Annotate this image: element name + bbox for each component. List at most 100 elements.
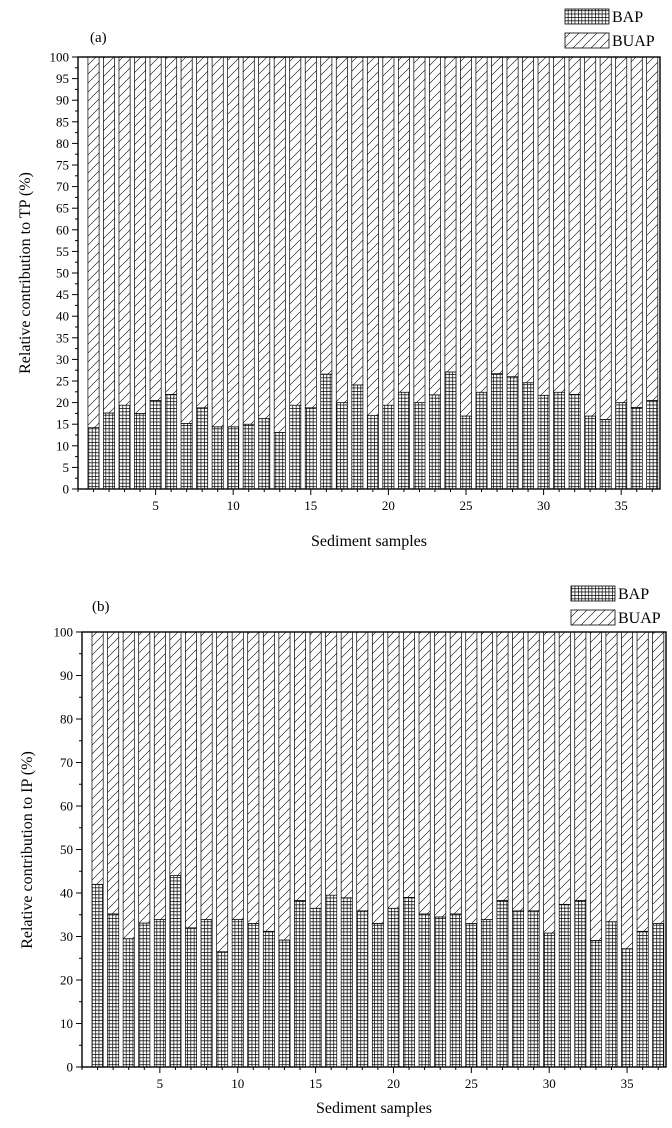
y-tick-label: 100: [54, 625, 74, 640]
bar-buap-a-8: [196, 56, 209, 409]
bar-buap-a-17: [335, 56, 348, 403]
bar-buap-a-2: [103, 56, 115, 414]
legend-swatch-bap-a: [564, 8, 610, 25]
y-tick-label: 40: [60, 886, 73, 901]
bar-bap-a-32: [568, 394, 581, 490]
bar-buap-b-6: [169, 631, 182, 876]
bar-bap-b-17: [340, 897, 353, 1068]
y-axis-title-a: Relative contribution to TP (%): [17, 172, 34, 374]
bar-buap-a-25: [460, 56, 472, 417]
bar-buap-a-1: [87, 56, 100, 429]
y-tick-label: 20: [56, 395, 69, 410]
bar-buap-b-26: [480, 631, 493, 920]
bar-bap-a-24: [444, 371, 457, 490]
bar-buap-a-36: [630, 56, 643, 408]
y-tick-label: 85: [56, 114, 69, 129]
bar-bap-b-28: [512, 910, 525, 1068]
bar-buap-a-19: [366, 56, 379, 416]
bar-bap-a-22: [413, 402, 426, 490]
bar-bap-a-12: [258, 418, 271, 490]
bar-buap-a-4: [134, 56, 147, 414]
bar-buap-b-37: [652, 631, 665, 924]
y-tick-label: 10: [56, 438, 69, 453]
bar-buap-b-20: [387, 631, 400, 909]
legend-swatch-bap-b: [570, 585, 616, 602]
bar-bap-b-29: [527, 910, 540, 1068]
y-tick-label: 0: [63, 482, 70, 497]
legend-swatch-buap-b: [570, 609, 616, 626]
bar-bap-b-15: [309, 907, 322, 1068]
x-tick-label: 15: [309, 1076, 322, 1091]
bar-bap-b-32: [574, 900, 587, 1068]
bar-bap-b-34: [605, 921, 618, 1068]
y-tick-label: 45: [56, 287, 69, 302]
bar-buap-b-29: [527, 631, 540, 912]
y-tick-label: 50: [56, 266, 69, 281]
bar-bap-b-1: [91, 883, 104, 1068]
y-tick-label: 70: [56, 179, 69, 194]
bar-bap-a-4: [134, 413, 147, 490]
bar-bap-a-26: [475, 391, 488, 490]
bar-buap-a-26: [475, 56, 488, 393]
y-tick-label: 80: [60, 712, 73, 727]
y-tick-label: 60: [60, 799, 73, 814]
bar-bap-b-36: [636, 930, 649, 1068]
y-ticks-b: 0 10 20 30 40 50 60 70 80 90 100: [54, 625, 82, 1075]
bar-bap-a-16: [320, 373, 333, 490]
bar-buap-b-5: [153, 631, 166, 920]
bar-bap-a-37: [646, 400, 659, 490]
bar-bap-b-12: [262, 930, 275, 1068]
y-tick-label: 5: [63, 460, 70, 475]
legend-label-bap-b: BAP: [618, 586, 649, 603]
bar-buap-b-10: [231, 631, 244, 920]
bar-buap-a-3: [118, 56, 131, 406]
bar-buap-a-18: [351, 56, 364, 386]
y-tick-label: 0: [67, 1060, 74, 1075]
bar-buap-a-14: [289, 56, 302, 406]
bar-buap-b-35: [621, 631, 634, 950]
x-ticks-b: 5 10 15 20 25 30 35: [81, 1067, 659, 1091]
y-tick-label: 40: [56, 309, 69, 324]
panel-label-b: (b): [92, 599, 110, 615]
x-tick-label: 5: [157, 1076, 164, 1091]
bar-bap-b-25: [465, 923, 478, 1068]
bar-bap-a-6: [165, 394, 178, 490]
bar-bap-a-27: [491, 373, 503, 490]
y-tick-label: 95: [56, 71, 69, 86]
bar-buap-b-28: [512, 631, 525, 912]
legend-b: BAP BUAP: [570, 585, 661, 627]
bar-bap-a-35: [615, 402, 628, 490]
bar-bap-b-30: [543, 932, 556, 1068]
x-tick-label: 35: [615, 498, 628, 513]
bar-buap-a-33: [584, 56, 597, 417]
bar-bap-b-4: [138, 922, 151, 1068]
y-tick-label: 25: [56, 374, 69, 389]
bar-bap-a-23: [429, 394, 441, 490]
y-tick-label: 70: [60, 755, 73, 770]
bar-buap-b-25: [465, 631, 478, 924]
x-tick-label: 10: [227, 498, 240, 513]
bar-bap-b-22: [418, 913, 431, 1068]
bar-bap-a-30: [537, 394, 550, 490]
y-tick-label: 75: [56, 158, 69, 173]
bar-bap-a-33: [584, 415, 597, 490]
bar-buap-a-7: [180, 56, 193, 424]
chart-panel-a: (a) 0 5 10 15 20 25 30 35 40 45 50 55 60 65 70 75 80 85 90…: [17, 8, 661, 550]
bar-bap-b-7: [185, 927, 197, 1068]
bar-bap-b-6: [169, 875, 182, 1068]
bar-bap-a-34: [599, 419, 612, 490]
bar-buap-a-5: [149, 56, 162, 401]
legend-swatch-buap-a: [564, 32, 610, 49]
bar-bap-b-20: [387, 907, 400, 1068]
chart-panel-b: (b) 0 10 20 30 40 50 60 70 80 90 100 5 10 15 20 25 30 35…: [19, 585, 667, 1117]
bar-bap-a-5: [149, 400, 162, 490]
x-ticks-a: 5 10 15 20 25 30 35: [77, 489, 653, 513]
bar-buap-a-37: [646, 56, 659, 401]
bar-bap-a-8: [196, 407, 209, 490]
bar-bap-b-10: [231, 919, 244, 1068]
bar-bap-a-21: [397, 391, 410, 490]
x-tick-label: 5: [152, 498, 159, 513]
bar-bap-b-19: [371, 923, 384, 1068]
bar-bap-b-5: [153, 919, 166, 1068]
bar-bap-a-9: [211, 426, 224, 490]
